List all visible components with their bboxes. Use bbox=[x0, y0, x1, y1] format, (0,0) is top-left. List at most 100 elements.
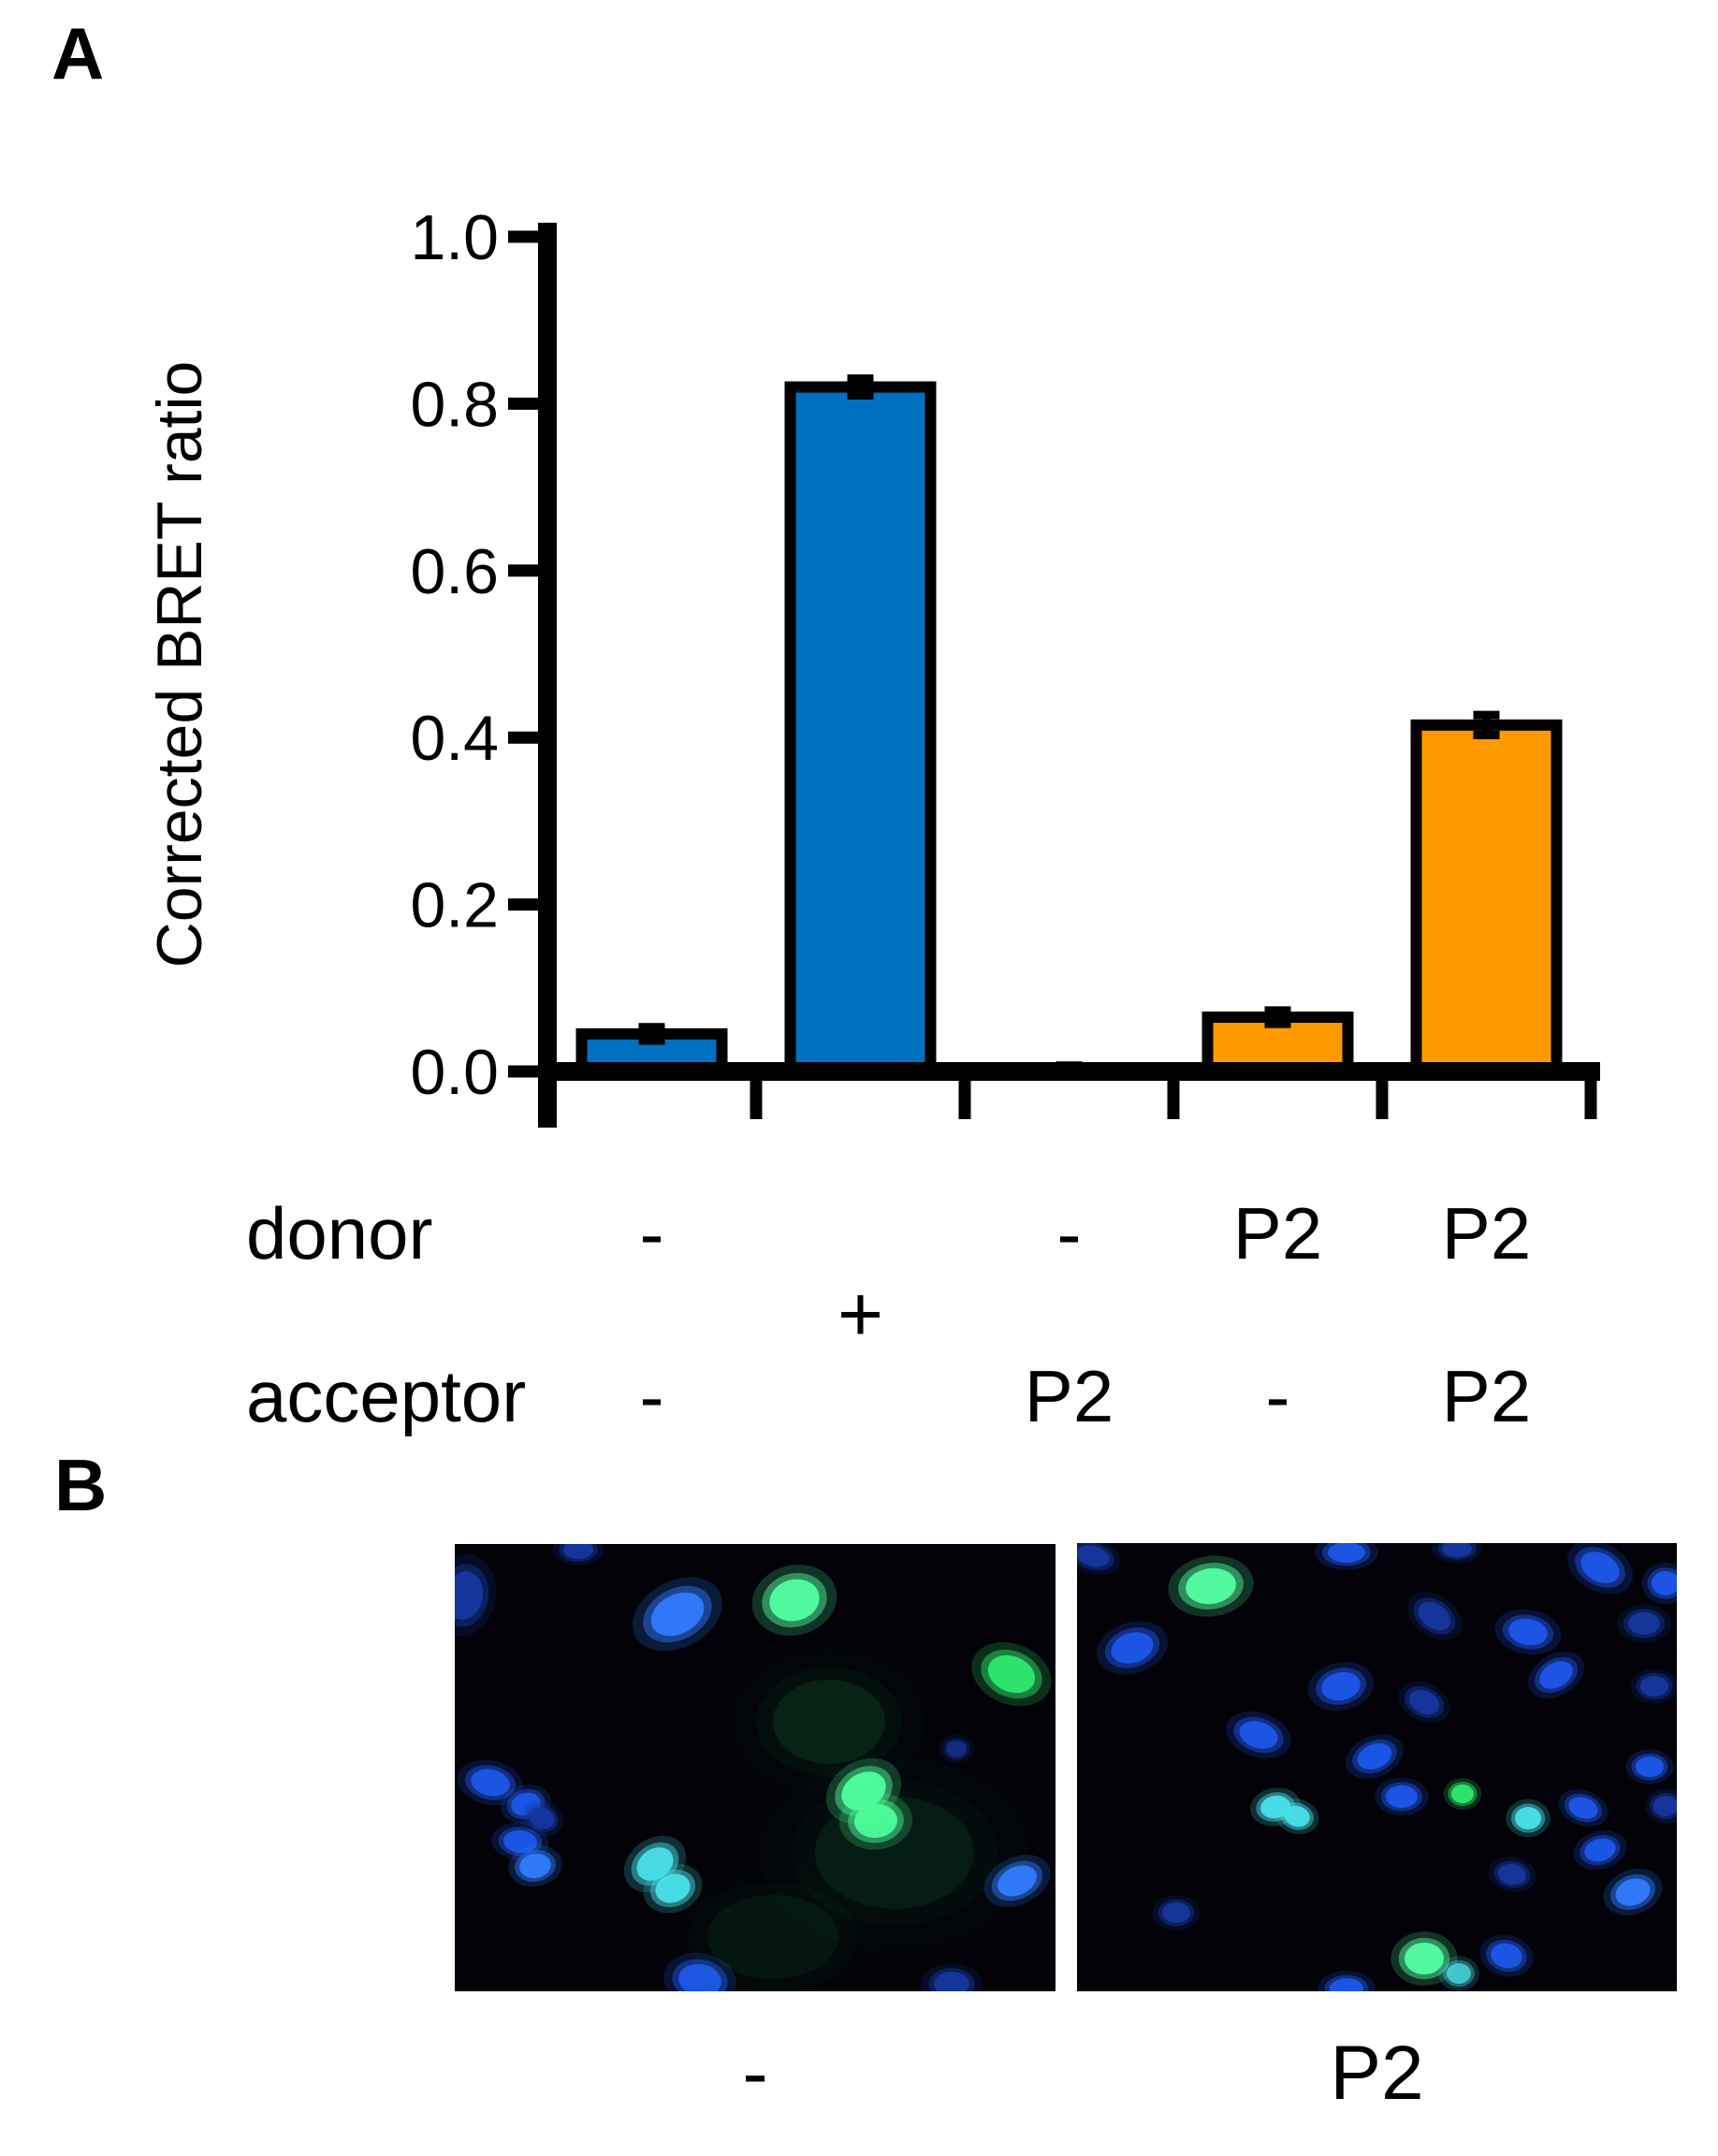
cell-nucleus-5 bbox=[939, 1734, 974, 1764]
nucleus-core bbox=[636, 1847, 674, 1881]
cell-nucleus-31 bbox=[1318, 1971, 1376, 1991]
condition-donor-value-3: P2 bbox=[1232, 1192, 1323, 1275]
condition-acceptor-value-2: P2 bbox=[1024, 1355, 1114, 1437]
y-tick-label: 0.8 bbox=[410, 369, 499, 440]
nucleus-core bbox=[707, 1895, 838, 1979]
cell-nucleus-11 bbox=[1398, 1681, 1450, 1724]
nucleus-core bbox=[815, 1797, 974, 1909]
cell-nucleus-19 bbox=[1443, 1778, 1482, 1810]
nucleus-core bbox=[1186, 1567, 1236, 1605]
cell-nucleus-18 bbox=[756, 1667, 902, 1777]
cell-nucleus-20 bbox=[707, 1895, 838, 1979]
nucleus-core bbox=[946, 1741, 967, 1757]
nucleus-core bbox=[1584, 1838, 1616, 1862]
nucleus-core bbox=[1284, 1805, 1310, 1828]
condition-acceptor-value-4: P2 bbox=[1441, 1355, 1532, 1437]
micrograph-background bbox=[455, 1544, 1056, 1991]
cell-nucleus-15 bbox=[983, 1855, 1051, 1907]
nucleus-core bbox=[841, 1771, 886, 1811]
condition-acceptor-value-3: - bbox=[1265, 1355, 1290, 1437]
nucleus-core bbox=[1653, 1796, 1677, 1816]
y-tick-label: 0.6 bbox=[410, 536, 499, 607]
cell-nucleus-21 bbox=[1558, 1789, 1609, 1827]
condition-donor-value-2: - bbox=[1056, 1192, 1082, 1275]
cell-nucleus-18 bbox=[1375, 1777, 1429, 1816]
micrograph-label-p2: P2 bbox=[1330, 2031, 1424, 2116]
bar-4 bbox=[1410, 719, 1563, 1077]
condition-row-donor-header: donor bbox=[246, 1192, 433, 1275]
cell-nucleus-6 bbox=[1096, 1621, 1169, 1675]
nucleus-core bbox=[1442, 1543, 1472, 1557]
y-tick-label: 0.2 bbox=[410, 870, 499, 941]
nucleus-core bbox=[650, 1592, 705, 1637]
y-tick-label: 1.0 bbox=[410, 202, 499, 273]
nucleus-core bbox=[1451, 1785, 1474, 1803]
nucleus-core bbox=[1330, 1978, 1363, 1991]
cell-nucleus-20 bbox=[1506, 1799, 1551, 1838]
cell-nucleus-6 bbox=[457, 1759, 524, 1806]
condition-donor-value-0: - bbox=[639, 1192, 664, 1275]
cell-nucleus-9 bbox=[1617, 1604, 1671, 1643]
cell-nucleus-3 bbox=[751, 1564, 837, 1637]
nucleus-core bbox=[455, 1571, 484, 1620]
nucleus-core bbox=[769, 1579, 820, 1622]
micrograph-image bbox=[455, 1544, 1056, 1991]
y-axis-title: Corrected BRET ratio bbox=[144, 361, 215, 969]
cell-nucleus-15 bbox=[1345, 1734, 1405, 1779]
nucleus-core bbox=[563, 1544, 593, 1559]
nucleus-core bbox=[655, 1873, 691, 1903]
cell-nucleus-24 bbox=[1573, 1829, 1627, 1871]
cell-nucleus-17 bbox=[921, 1962, 983, 1991]
cell-nucleus-1 bbox=[1168, 1555, 1254, 1617]
nucleus-core bbox=[1615, 1878, 1651, 1906]
cell-nucleus-8 bbox=[519, 1799, 564, 1837]
cell-nucleus-30 bbox=[1479, 1934, 1534, 1977]
nucleus-core bbox=[1636, 1756, 1664, 1777]
condition-donor-value-4: P2 bbox=[1441, 1192, 1532, 1275]
cell-nucleus-10 bbox=[1307, 1661, 1375, 1712]
nucleus-core bbox=[1580, 1551, 1620, 1583]
bar-1 bbox=[784, 381, 937, 1077]
y-tick-label: 0.4 bbox=[410, 703, 499, 774]
cell-nucleus-16 bbox=[663, 1952, 736, 1991]
nucleus-core bbox=[1418, 1601, 1451, 1631]
panel-b-label: B bbox=[54, 1444, 108, 1526]
nucleus-core bbox=[1568, 1797, 1598, 1819]
nucleus-core bbox=[1239, 1721, 1278, 1749]
cell-nucleus-23 bbox=[1644, 1788, 1677, 1824]
cell-nucleus-2 bbox=[632, 1577, 723, 1652]
micrograph-p2 bbox=[1077, 1543, 1677, 1991]
cell-nucleus-5 bbox=[1641, 1562, 1677, 1605]
cell-nucleus-13 bbox=[1630, 1668, 1677, 1704]
cell-nucleus-7 bbox=[1406, 1592, 1463, 1640]
condition-row-acceptor-header: acceptor bbox=[246, 1355, 527, 1437]
cell-nucleus-27 bbox=[1152, 1895, 1201, 1930]
nucleus-core bbox=[1386, 1785, 1418, 1808]
nucleus-core bbox=[934, 1972, 969, 1991]
nucleus-core bbox=[471, 1769, 510, 1797]
cell-nucleus-14 bbox=[838, 1792, 913, 1850]
nucleus-core bbox=[1260, 1795, 1290, 1819]
cell-nucleus-0 bbox=[455, 1554, 497, 1637]
nucleus-core bbox=[997, 1865, 1037, 1897]
cell-nucleus-25 bbox=[1488, 1857, 1536, 1892]
nucleus-core bbox=[773, 1680, 885, 1764]
cell-nucleus-4 bbox=[971, 1641, 1052, 1707]
cell-nucleus-1 bbox=[552, 1544, 604, 1566]
nucleus-core bbox=[987, 1654, 1036, 1694]
cell-nucleus-9 bbox=[491, 1822, 549, 1861]
nucleus-core bbox=[1405, 1943, 1444, 1974]
bret-bar-chart: 1.0 0.8 0.6 0.4 0.2 0.0 Corrected BRET ratio bbox=[144, 202, 1600, 1128]
nucleus-core bbox=[1328, 1543, 1365, 1563]
cell-nucleus-10 bbox=[508, 1844, 562, 1887]
nucleus-core bbox=[1640, 1676, 1668, 1697]
nucleus-core bbox=[1515, 1807, 1541, 1829]
y-tick-label: 0.0 bbox=[410, 1037, 499, 1108]
nucleus-core bbox=[678, 1963, 721, 1991]
nucleus-core bbox=[1652, 1571, 1677, 1595]
nucleus-core bbox=[1491, 1943, 1522, 1969]
nucleus-core bbox=[1628, 1612, 1660, 1635]
nucleus-core bbox=[503, 1829, 537, 1854]
cell-nucleus-3 bbox=[1431, 1543, 1483, 1564]
